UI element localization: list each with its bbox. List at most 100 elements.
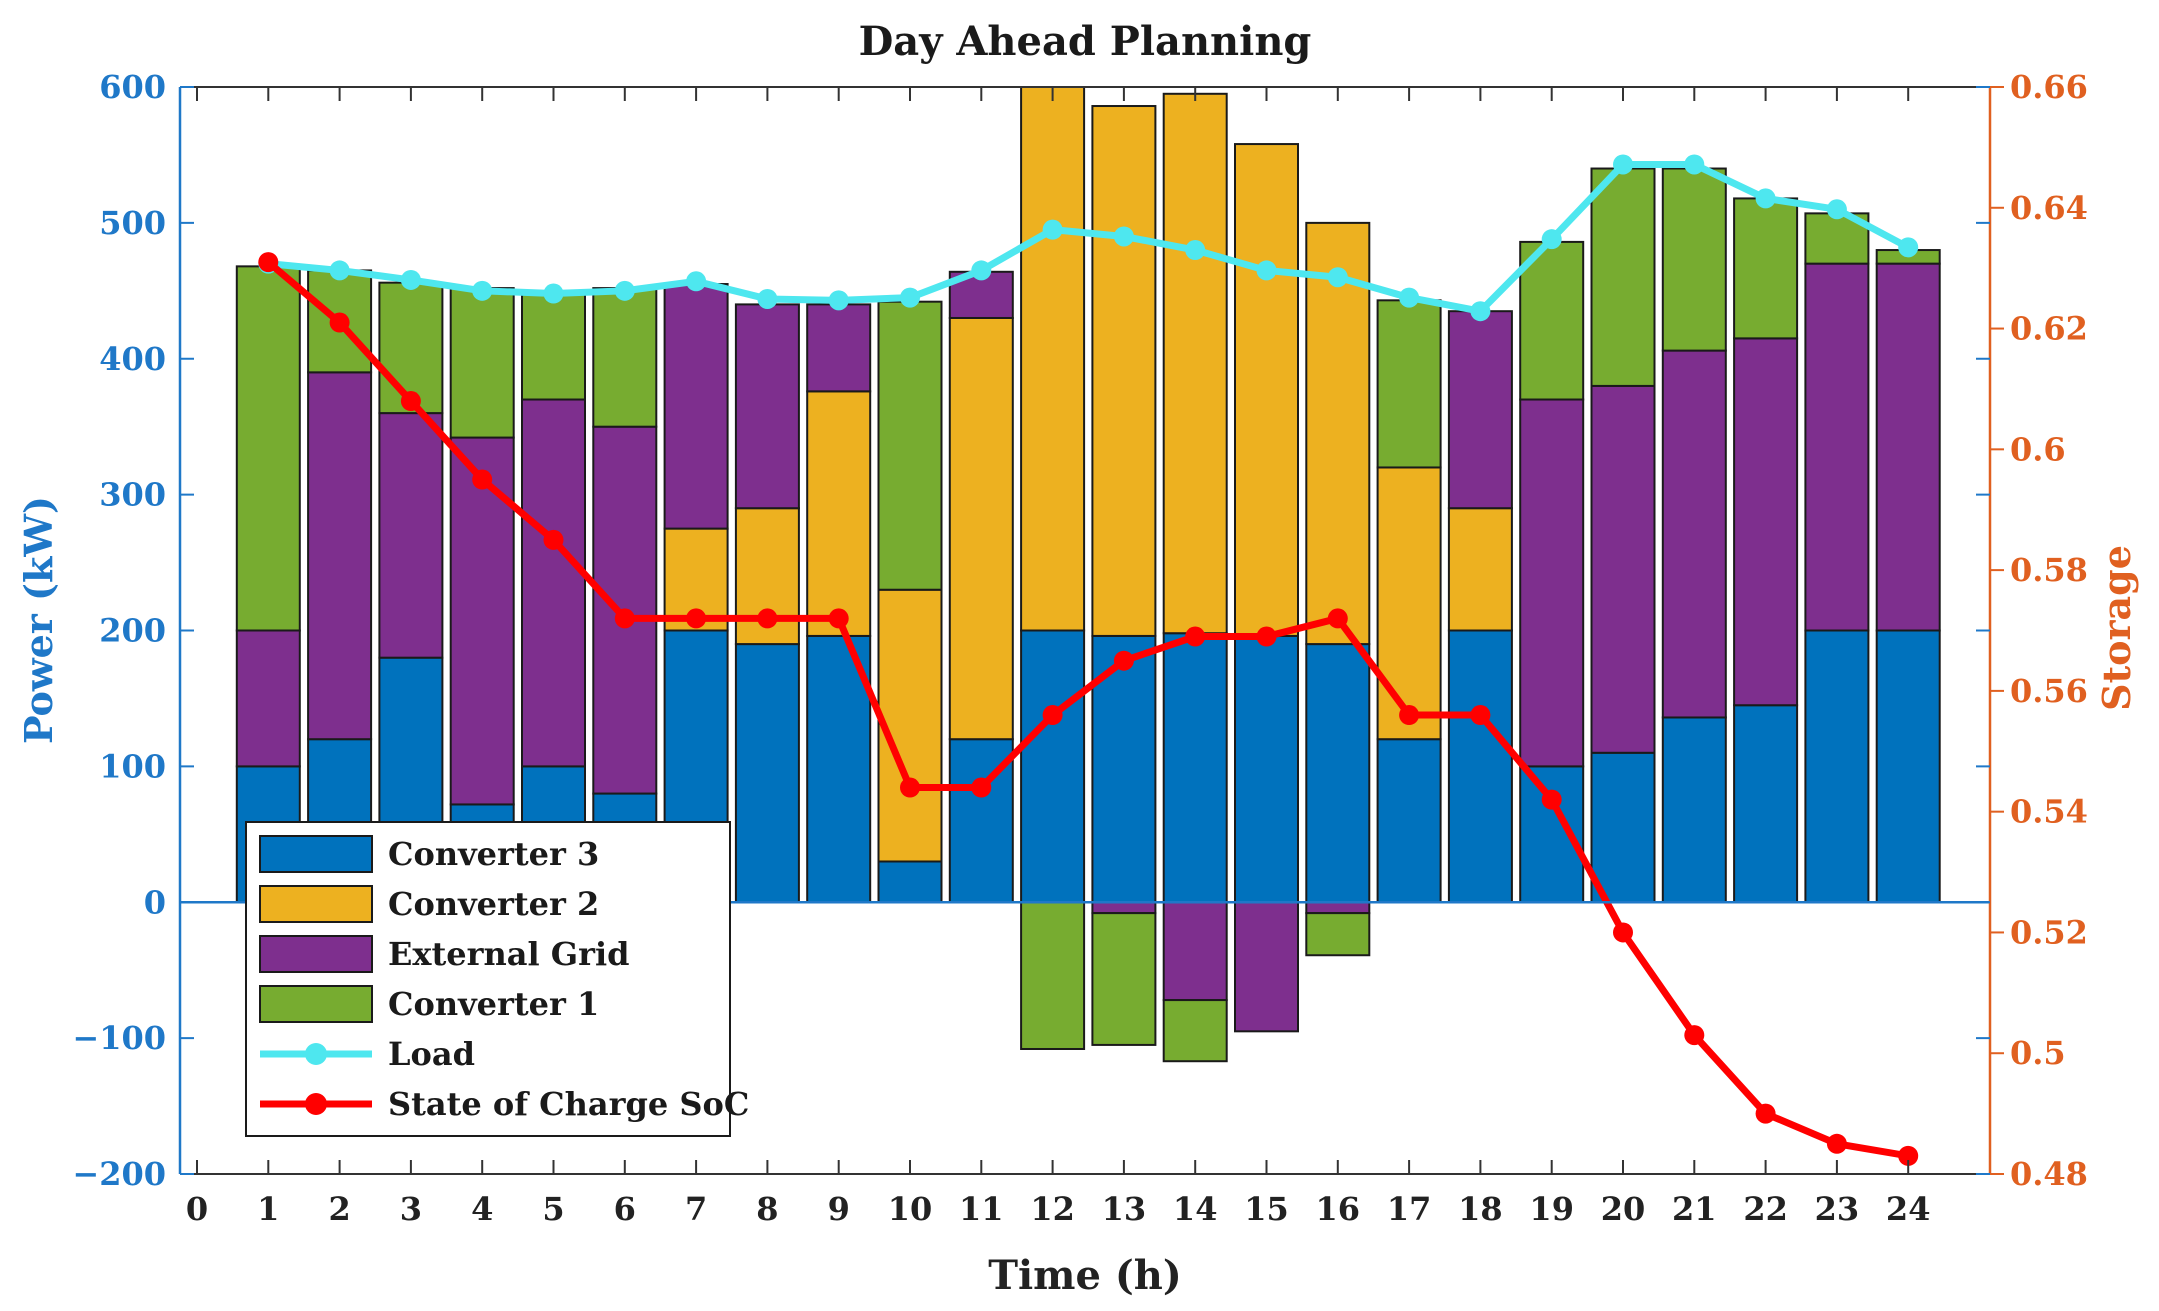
x-tick-label-12: 12	[1030, 1190, 1075, 1228]
marker-state-of-charge-soc-h13	[1113, 650, 1134, 671]
y2-tick-label-2: 0.62	[2010, 310, 2088, 348]
line-state-of-charge-soc	[266, 259, 1909, 1160]
y2-axis-label: Storage	[2094, 545, 2139, 711]
marker-state-of-charge-soc-h4	[472, 469, 493, 490]
bar-converter-3-h8	[734, 643, 800, 904]
line-load	[267, 160, 1910, 315]
bar-converter-3-h20	[1590, 751, 1656, 904]
bar-converter-1-h22	[1733, 197, 1799, 340]
bar-converter-2-h14	[1162, 92, 1228, 635]
marker-load-h21	[1684, 154, 1705, 175]
x-tick-label-20: 20	[1601, 1190, 1646, 1228]
marker-state-of-charge-soc-h22	[1755, 1103, 1776, 1124]
x-tick-label-2: 2	[328, 1190, 350, 1228]
marker-state-of-charge-soc-h18	[1470, 705, 1491, 726]
bar-converter-1-h16	[1305, 912, 1371, 957]
marker-load-h8	[757, 288, 778, 309]
marker-load-h22	[1755, 188, 1776, 209]
x-tick-label-4: 4	[471, 1190, 493, 1228]
y2-tick-label-6: 0.54	[2010, 793, 2088, 831]
y-tick-label-8: −200	[72, 1155, 166, 1193]
x-tick-label-6: 6	[614, 1190, 636, 1228]
y2-tick-label-1: 0.64	[2010, 189, 2088, 227]
bar-external-grid-h21	[1661, 349, 1727, 719]
bar-external-grid-h23	[1804, 262, 1870, 632]
bar-external-grid-h16	[1305, 901, 1371, 915]
bar-converter-1-h21	[1661, 167, 1727, 352]
bar-external-grid-h8	[734, 303, 800, 510]
marker-load-h12	[1042, 219, 1063, 240]
bar-converter-3-h18	[1447, 629, 1513, 904]
bar-converter-1-h14	[1162, 999, 1228, 1063]
x-tick-label-15: 15	[1244, 1190, 1289, 1228]
bar-converter-1-h13	[1091, 912, 1157, 1046]
x-tick-label-1: 1	[257, 1190, 279, 1228]
bar-converter-3-h15	[1234, 634, 1299, 904]
bar-external-grid-h22	[1733, 337, 1799, 707]
marker-state-of-charge-soc-h19	[1541, 789, 1562, 810]
bar-converter-2-h13	[1091, 105, 1157, 637]
marker-load-h5	[543, 283, 564, 304]
bar-external-grid-h15	[1234, 901, 1299, 1033]
bar-external-grid-h3	[378, 412, 444, 659]
bar-converter-3-h14	[1162, 632, 1228, 904]
bar-external-grid-h7	[663, 283, 729, 530]
x-tick-label-24: 24	[1886, 1190, 1931, 1228]
x-tick-label-19: 19	[1529, 1190, 1574, 1228]
bar-converter-1-h1	[235, 265, 301, 632]
bar-converter-1-h20	[1590, 167, 1656, 387]
bar-external-grid-h9	[806, 303, 872, 393]
x-tick-label-17: 17	[1387, 1190, 1432, 1228]
bar-external-grid-h13	[1091, 901, 1157, 915]
y2-tick-label-5: 0.56	[2010, 672, 2088, 710]
x-tick-label-11: 11	[959, 1190, 1004, 1228]
marker-state-of-charge-soc-h5	[543, 529, 564, 550]
y2-tick-label-4: 0.58	[2010, 551, 2088, 589]
marker-load-h9	[828, 290, 849, 311]
marker-state-of-charge-soc-h9	[828, 608, 849, 629]
bar-external-grid-h24	[1875, 262, 1941, 632]
y-tick-label-7: −100	[72, 1019, 166, 1057]
legend: Converter 3 Converter 2 External Grid Conve…	[245, 821, 749, 1137]
bar-external-grid-h2	[307, 371, 373, 741]
marker-load-h6	[614, 280, 635, 301]
legend-swatch-external-grid	[259, 935, 373, 973]
legend-marker-load	[305, 1043, 327, 1065]
y-tick-label-3: 300	[99, 476, 166, 514]
bar-converter-1-h10	[877, 300, 943, 591]
bar-converter-3-h9	[806, 634, 872, 904]
lines-layer	[258, 154, 1919, 1166]
legend-swatch-converter-1	[259, 985, 373, 1023]
marker-load-h3	[400, 269, 421, 290]
marker-state-of-charge-soc-h7	[686, 608, 707, 629]
legend-label-state-of-charge-soc: State of Charge SoC	[388, 1085, 749, 1123]
marker-load-h18	[1470, 301, 1491, 322]
bar-converter-3-h21	[1661, 716, 1727, 904]
legend-label-converter-1: Converter 1	[388, 985, 599, 1023]
y2-tick-label-0: 0.66	[2010, 68, 2088, 106]
marker-state-of-charge-soc-h6	[614, 608, 635, 629]
marker-load-h7	[686, 271, 707, 292]
marker-load-h2	[329, 260, 350, 281]
marker-load-h17	[1399, 287, 1420, 308]
bar-converter-3-h16	[1305, 643, 1371, 904]
marker-state-of-charge-soc-h10	[900, 777, 920, 798]
legend-swatch-converter-3	[259, 835, 373, 873]
marker-state-of-charge-soc-h8	[757, 608, 778, 629]
marker-load-h14	[1185, 240, 1206, 261]
x-tick-label-14: 14	[1173, 1190, 1218, 1228]
y-tick-label-0: 600	[99, 68, 166, 106]
legend-label-converter-2: Converter 2	[388, 885, 599, 923]
y-tick-label-6: 0	[144, 883, 166, 921]
x-tick-label-3: 3	[400, 1190, 422, 1228]
bar-converter-1-h6	[592, 287, 658, 428]
x-tick-label-5: 5	[542, 1190, 564, 1228]
legend-label-converter-3: Converter 3	[388, 835, 599, 873]
marker-state-of-charge-soc-h3	[400, 391, 421, 412]
marker-state-of-charge-soc-h20	[1613, 922, 1633, 943]
bar-converter-3-h10	[877, 860, 943, 904]
y2-tick-label-3: 0.6	[2010, 430, 2066, 468]
legend-box	[245, 821, 731, 1137]
marker-load-h16	[1327, 267, 1348, 288]
bar-converter-2-h16	[1305, 221, 1371, 646]
